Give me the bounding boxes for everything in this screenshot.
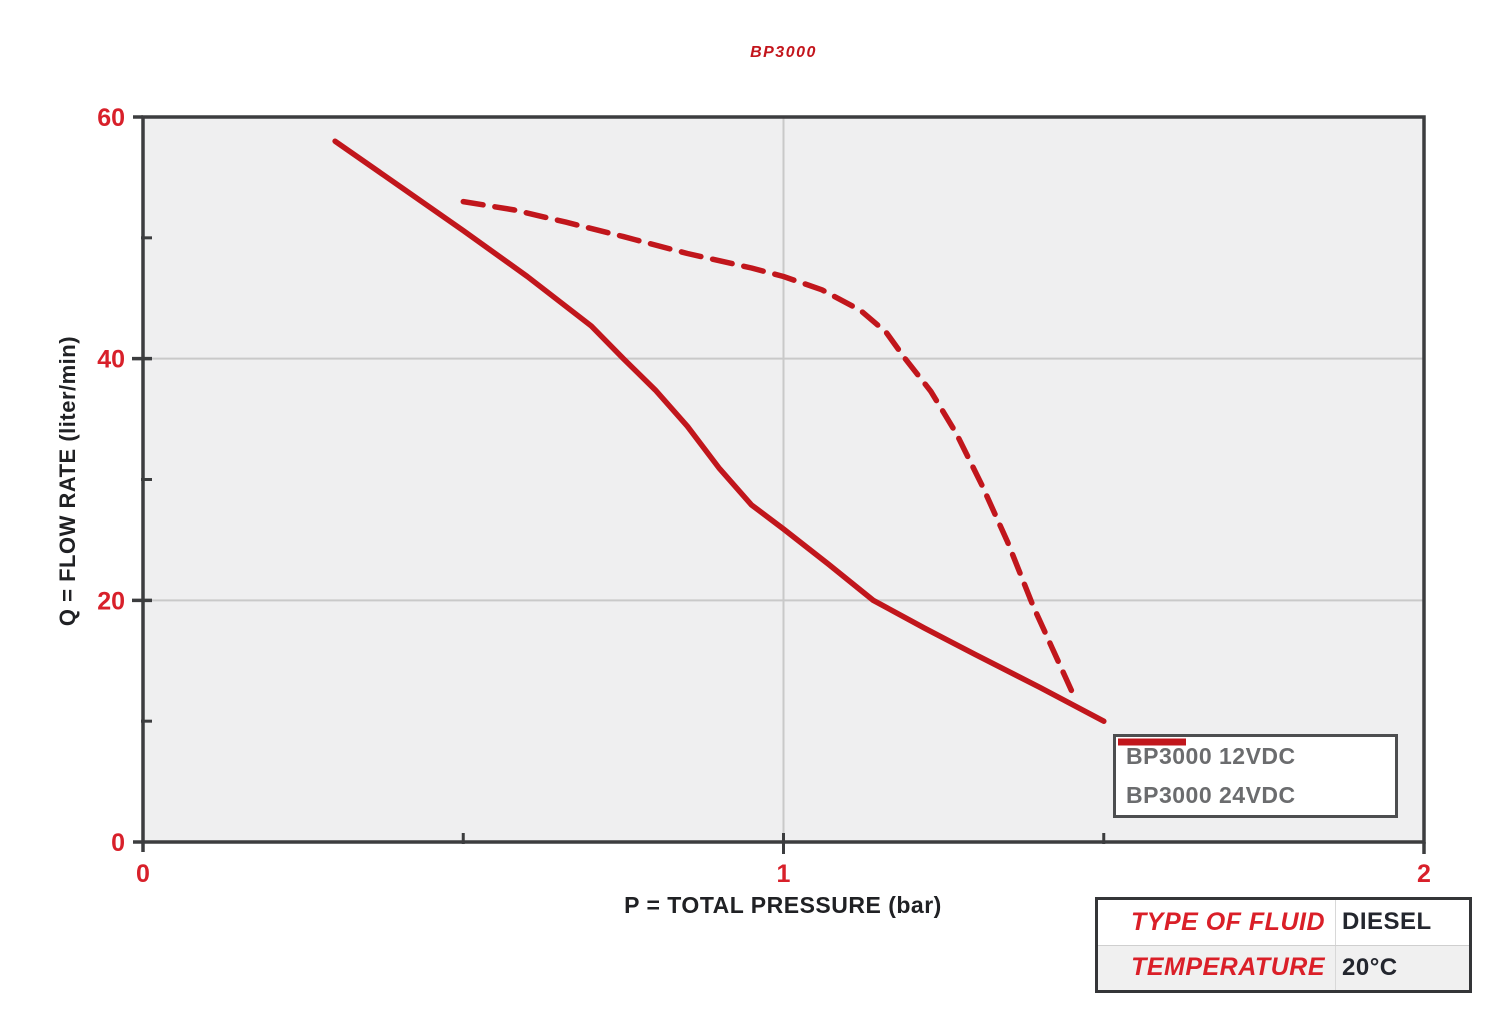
fluid-type-label: TYPE OF FLUID xyxy=(1098,900,1336,945)
fluid-info-table: TYPE OF FLUID DIESEL TEMPERATURE 20°C xyxy=(1095,897,1472,993)
x-axis-title: P = TOTAL PRESSURE (bar) xyxy=(624,892,942,918)
legend-label-24vdc: BP3000 24VDC xyxy=(1126,782,1296,808)
legend-label-12vdc: BP3000 12VDC xyxy=(1126,743,1296,769)
curve-bp3000-12vdc xyxy=(460,198,1075,694)
curve-bp3000-24vdc xyxy=(332,138,1107,724)
legend: BP3000 12VDC BP3000 24VDC xyxy=(1113,734,1398,818)
y-tick-label: 0 xyxy=(111,829,125,857)
table-row-temperature: TEMPERATURE 20°C xyxy=(1098,944,1469,990)
y-tick-label: 40 xyxy=(97,346,125,374)
x-tick-label: 0 xyxy=(136,860,150,888)
temperature-label: TEMPERATURE xyxy=(1098,945,1336,990)
chart-title: BP3000 xyxy=(750,44,817,61)
x-tick-label: 1 xyxy=(777,860,791,888)
fluid-type-value: DIESEL xyxy=(1342,908,1432,936)
y-tick-label: 60 xyxy=(97,104,125,132)
temperature-value: 20°C xyxy=(1342,953,1398,981)
y-axis-title: Q = FLOW RATE (liter/min) xyxy=(55,335,80,627)
solid-line-swatch-icon xyxy=(1118,738,1186,746)
legend-entry-24vdc: BP3000 24VDC xyxy=(1116,738,1395,815)
y-tick-label: 20 xyxy=(97,587,125,615)
table-row-fluid: TYPE OF FLUID DIESEL xyxy=(1098,900,1469,945)
x-tick-label: 2 xyxy=(1417,860,1431,888)
